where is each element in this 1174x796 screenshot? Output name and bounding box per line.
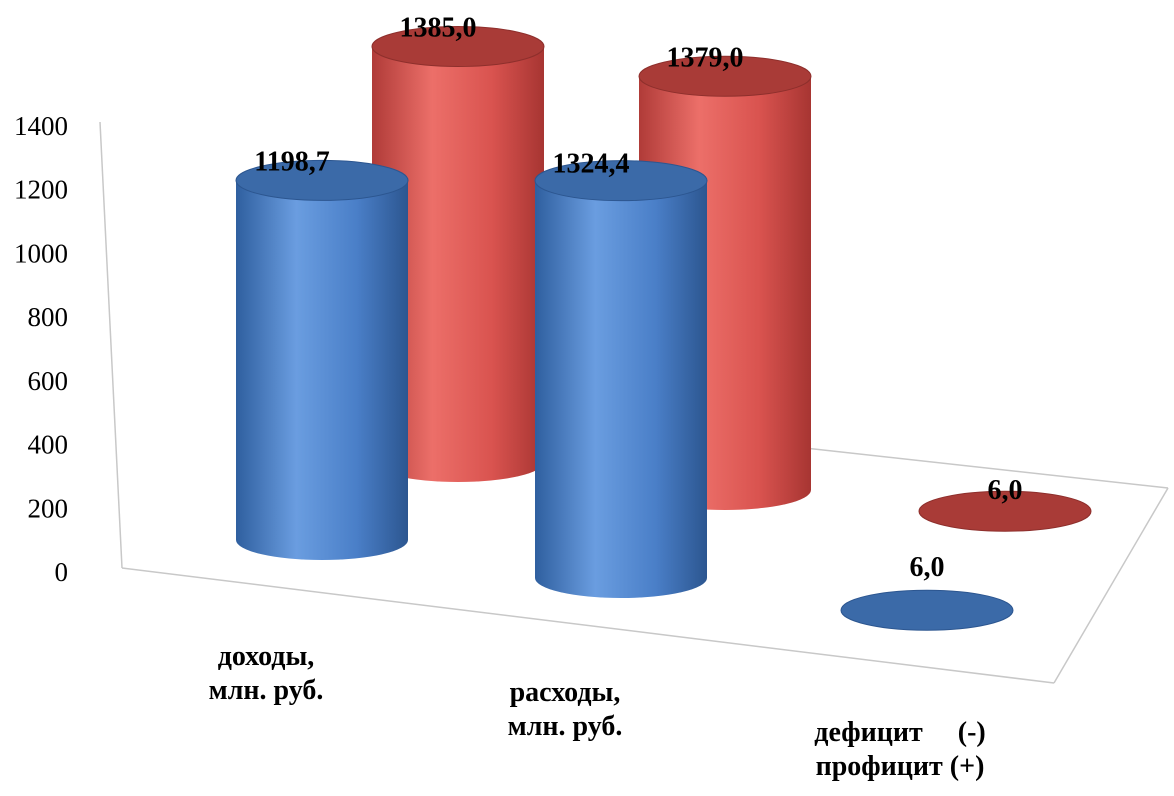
category-label-dohody: доходы, млн. руб. — [208, 641, 324, 706]
series-front — [235, 159, 1014, 631]
axis-frame — [99, 121, 1169, 684]
floor-front-edge — [121, 567, 1055, 684]
bar-blue-0-top — [235, 159, 409, 201]
y-tick-label: 1200 — [14, 175, 68, 205]
bar-red-0-body — [372, 46, 544, 482]
data-label-blue: 1198,7 — [254, 146, 329, 177]
data-labels: 1385,0 1379,0 6,0 1198,7 1324,4 6,0 — [254, 13, 1022, 584]
floor-back-edge — [804, 447, 1169, 489]
bar-red-2 — [918, 490, 1092, 532]
y-tick-label: 800 — [28, 302, 69, 332]
category-label-deficit: дефицит (-) профицит (+) — [814, 717, 986, 782]
y-axis-ticks: 0 200 400 600 800 1000 1200 1400 — [14, 111, 68, 587]
series-back — [371, 26, 1092, 532]
y-axis-line — [99, 121, 123, 569]
bar-blue-1-body — [535, 180, 707, 598]
y-tick-label: 400 — [28, 430, 69, 460]
y-tick-label: 1400 — [14, 111, 68, 141]
y-tick-label: 200 — [28, 493, 69, 523]
bar-blue-2 — [840, 589, 1014, 631]
bar-red-0-top — [371, 26, 545, 67]
data-label-red: 1385,0 — [400, 13, 477, 44]
y-tick-label: 600 — [28, 366, 69, 396]
bar-red-1-top — [638, 55, 812, 97]
bar-blue-0-body — [236, 180, 408, 560]
data-label-blue: 6,0 — [910, 552, 945, 583]
data-label-red: 6,0 — [988, 475, 1023, 506]
bar-blue-1-top — [534, 160, 708, 202]
bar-red-2-top — [918, 490, 1092, 532]
data-label-blue: 1324,4 — [553, 149, 630, 180]
bar-blue-0 — [235, 159, 409, 560]
bar-red-0 — [371, 26, 545, 482]
floor-right-edge — [1053, 487, 1169, 684]
y-tick-label: 0 — [55, 557, 69, 587]
data-label-red: 1379,0 — [667, 42, 744, 73]
category-label-rashody: расходы, млн. руб. — [507, 677, 623, 742]
bar-blue-1 — [534, 160, 708, 598]
bar-blue-2-top — [840, 589, 1014, 631]
y-tick-label: 1000 — [14, 238, 68, 268]
